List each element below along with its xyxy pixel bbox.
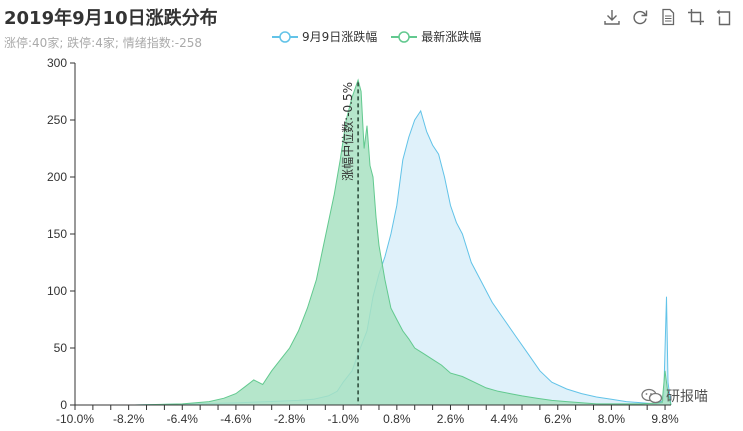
legend-marker-series2 [391, 30, 418, 43]
median-label: 涨幅中位数:-0.5% [340, 82, 355, 181]
watermark: 研报喵 [641, 386, 708, 406]
refresh-icon[interactable] [631, 8, 649, 26]
x-tick-label: -6.4% [167, 412, 199, 426]
x-tick-label: -2.8% [274, 412, 306, 426]
x-tick-label: -10.0% [56, 412, 94, 426]
x-tick-label: 4.4% [490, 412, 518, 426]
restore-icon[interactable] [715, 8, 733, 26]
legend-label-series1: 9月9日涨跌幅 [302, 30, 378, 44]
legend-label-series2: 最新涨跌幅 [421, 30, 482, 44]
download-icon[interactable] [603, 8, 621, 26]
x-tick-label: -4.6% [220, 412, 252, 426]
y-tick-label: 150 [47, 227, 67, 241]
zoom-icon[interactable] [687, 8, 705, 26]
y-tick-label: 250 [47, 113, 67, 127]
chart-legend: 9月9日涨跌幅 最新涨跌幅 [272, 28, 481, 45]
y-tick-label: 200 [47, 170, 67, 184]
x-tick-label: 8.0% [598, 412, 626, 426]
series-area-2 [75, 80, 671, 405]
y-tick-label: 100 [47, 284, 67, 298]
x-tick-label: -8.2% [113, 412, 145, 426]
y-tick-label: 50 [54, 341, 68, 355]
x-tick-label: 2.6% [437, 412, 465, 426]
x-tick-label: -1.0% [328, 412, 360, 426]
series-line-2 [75, 78, 672, 406]
legend-marker-series1 [272, 30, 298, 43]
legend-item-series2[interactable]: 最新涨跌幅 [391, 28, 481, 45]
y-tick-label: 300 [47, 56, 67, 70]
y-tick-label: 0 [60, 398, 67, 412]
legend-item-series1[interactable]: 9月9日涨跌幅 [272, 28, 377, 45]
chart-subtitle: 涨停:40家; 跌停:4家; 情绪指数:-258 [4, 36, 202, 50]
wechat-icon [641, 388, 663, 404]
data-view-icon[interactable] [659, 8, 677, 26]
chart-toolbox [603, 8, 733, 26]
x-tick-label: 6.2% [544, 412, 572, 426]
x-tick-label: 0.8% [383, 412, 411, 426]
chart-title: 2019年9月10日涨跌分布 [4, 8, 218, 29]
watermark-text: 研报喵 [666, 389, 708, 405]
x-tick-label: 9.8% [651, 412, 679, 426]
